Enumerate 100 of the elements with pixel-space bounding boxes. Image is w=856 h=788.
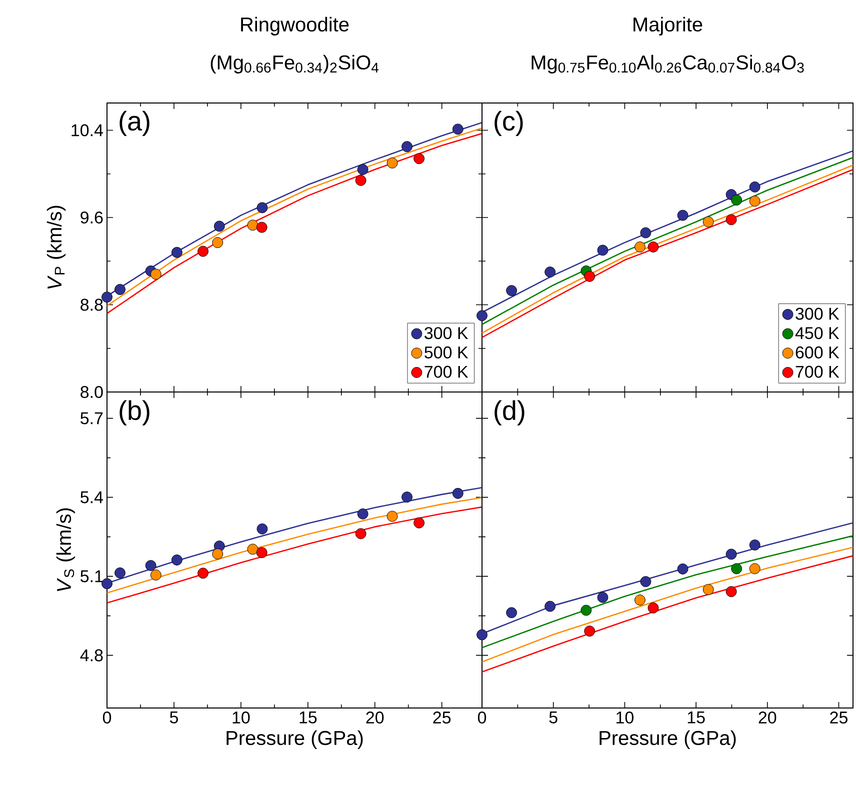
legend-label: 600 K [796, 346, 840, 358]
point [726, 548, 737, 560]
point [702, 584, 714, 595]
point [597, 244, 608, 256]
point [256, 202, 268, 214]
annotation: (a) [120, 110, 150, 136]
point [102, 292, 112, 303]
point [648, 242, 659, 252]
legend-label: 500 K [424, 346, 468, 358]
point [749, 182, 760, 192]
x-tick-label: 25 [830, 712, 848, 724]
point [634, 594, 646, 606]
x-tick-label: 10 [232, 712, 250, 724]
x-tick-label: 5 [549, 712, 558, 724]
point [212, 548, 224, 560]
point [726, 586, 737, 598]
annotation: (b) [120, 400, 150, 426]
x-tick-label: 10 [616, 712, 634, 724]
legend-label: 300 K [796, 308, 840, 320]
y-axis-title: V$_{S}$ (km/s) [56, 508, 76, 592]
point [544, 266, 556, 278]
point [677, 564, 688, 574]
chart-title: Majorite [634, 16, 702, 36]
point [256, 222, 268, 233]
y-tick-label: 9.6 [80, 211, 103, 224]
point [580, 604, 592, 616]
y-tick-label: 8.0 [80, 386, 103, 398]
legend-label: 300 K [424, 327, 468, 340]
point [114, 284, 126, 295]
legend-label: 450 K [795, 327, 840, 340]
point [476, 629, 488, 640]
legend-label: 700 K [424, 366, 468, 378]
point [247, 220, 258, 231]
point [506, 285, 517, 296]
point [452, 124, 464, 135]
x-tick-label: 5 [170, 712, 178, 724]
point [355, 528, 366, 540]
point [584, 626, 596, 637]
x-tick-label: 25 [433, 712, 451, 724]
y-tick-label: 8.8 [80, 298, 103, 311]
point [634, 242, 646, 252]
chart-subtitle: (Mg$_{0.66}$Fe$_{0.34}$)$_{2}$SiO$_{4}$ [210, 54, 379, 74]
point [726, 214, 737, 226]
y-tick-label: 10.4 [72, 124, 103, 136]
y-tick-label: 4.8 [80, 649, 103, 662]
point [212, 237, 224, 248]
point [171, 246, 182, 258]
y-tick-label: 5.7 [80, 412, 103, 424]
legend-label: 700 K [796, 366, 840, 378]
point [544, 600, 556, 612]
text: Mg$_{0.75}$Fe$_{0.10}$Al$_{0.26}$Ca$_{0.07}$Si$_{0.84}$O$_{3}$ [532, 54, 804, 74]
x-tick-label: 20 [758, 712, 776, 724]
x-tick-label: 0 [478, 712, 486, 724]
point [171, 554, 182, 566]
point [677, 210, 688, 221]
point [640, 227, 652, 238]
x-axis-title: Pressure (GPa) [226, 730, 363, 750]
x-tick-label: 15 [300, 712, 317, 724]
point [749, 196, 760, 207]
point [355, 174, 366, 186]
point [506, 607, 517, 618]
x-tick-label: 0 [102, 712, 112, 724]
y-tick-label: 5.1 [80, 570, 103, 582]
point [584, 270, 596, 282]
point [357, 508, 368, 520]
point [648, 602, 659, 614]
y-axis-title: V$_{P}$ (km/s) [46, 206, 66, 289]
point [150, 268, 162, 280]
point [386, 510, 398, 522]
point [402, 141, 412, 152]
point [476, 310, 488, 322]
point [702, 216, 714, 228]
point [386, 158, 398, 168]
point [145, 560, 156, 571]
y-tick-label: 5.4 [80, 491, 103, 504]
line-series [107, 506, 482, 604]
point [150, 570, 162, 580]
point [414, 153, 425, 164]
point [198, 246, 208, 257]
x-axis-title: Pressure (GPa) [600, 730, 736, 750]
point [402, 492, 412, 503]
x-tick-label: 20 [366, 712, 384, 724]
point [256, 547, 268, 558]
point [414, 517, 425, 528]
point [256, 523, 268, 534]
point [247, 544, 258, 555]
point [214, 220, 225, 232]
point [357, 164, 368, 175]
point [452, 488, 464, 499]
annotation: (d) [494, 400, 524, 426]
chart-title: Ringwoodite [241, 16, 349, 36]
point [114, 567, 126, 578]
annotation: (c) [494, 110, 523, 136]
x-tick-label: 15 [688, 712, 705, 724]
point [731, 563, 742, 574]
point [597, 592, 608, 603]
point [198, 568, 208, 579]
point [749, 540, 760, 550]
point [640, 576, 652, 588]
point [731, 194, 742, 206]
